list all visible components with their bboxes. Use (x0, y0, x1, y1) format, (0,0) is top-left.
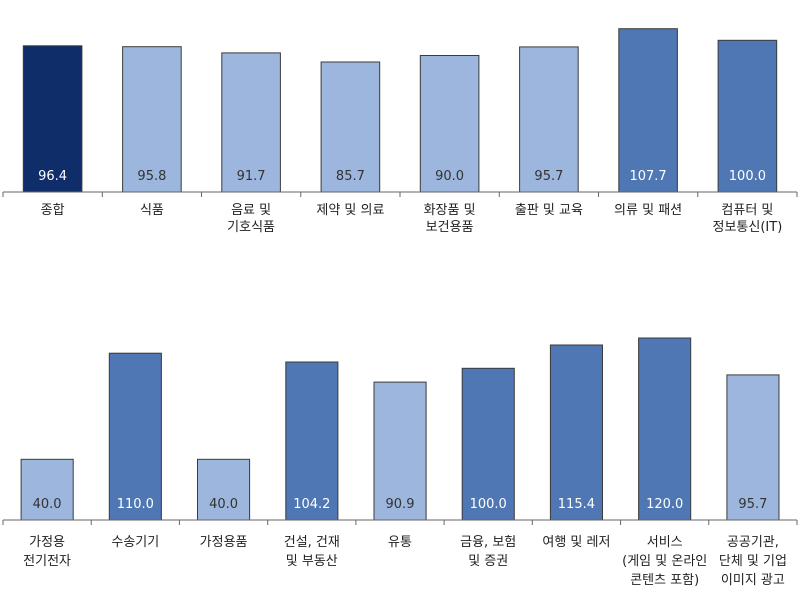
bar-0-2 (221, 52, 281, 193)
bar-1-5 (461, 367, 515, 521)
category-label-0-2-line0: 음료 및 (231, 203, 271, 218)
value-label-1-7: 120.0 (646, 497, 683, 512)
bar-1-3 (285, 361, 339, 521)
category-label-1-8-line0: 공공기관, (727, 535, 779, 550)
category-label-1-4: 유통 (388, 535, 412, 550)
category-label-0-1: 식품 (140, 203, 164, 218)
category-label-1-5-line1: 및 증권 (468, 554, 508, 569)
bar-0-6 (618, 28, 678, 193)
value-label-0-3: 85.7 (336, 169, 365, 184)
category-label-1-0-line1: 전기전자 (23, 554, 71, 569)
category-label-0-7-line0: 컴퓨터 및 (721, 203, 773, 218)
value-label-1-6: 115.4 (558, 497, 595, 512)
value-label-1-5: 100.0 (470, 497, 507, 512)
category-label-1-3-line0: 건설, 건재 (284, 535, 340, 550)
value-label-1-1: 110.0 (117, 497, 154, 512)
category-label-1-6: 여행 및 레저 (542, 534, 610, 550)
category-label-1-7-line2: 콘텐츠 포함) (630, 573, 699, 588)
bar-1-2 (197, 458, 251, 521)
bar-1-4 (373, 381, 427, 521)
value-label-0-6: 107.7 (629, 169, 666, 184)
category-label-0-4-line0: 화장품 및 (424, 203, 476, 218)
category-label-1-1: 수송기기 (111, 535, 159, 550)
value-label-0-7: 100.0 (729, 169, 766, 184)
category-label-0-2-line1: 기호식품 (227, 220, 275, 235)
category-label-1-0-line0: 가정용 (29, 535, 65, 550)
value-label-1-2: 40.0 (209, 497, 238, 512)
bar-0-1 (122, 46, 182, 193)
value-label-0-5: 95.7 (534, 169, 563, 184)
category-label-1-7-line1: (게임 및 온라인 (622, 554, 707, 569)
value-label-0-1: 95.8 (137, 169, 166, 184)
bar-1-6 (549, 344, 604, 521)
category-label-0-6: 의류 및 패션 (614, 203, 682, 218)
value-label-1-4: 90.9 (386, 497, 415, 512)
category-label-0-7-line1: 정보통신(IT) (713, 220, 783, 235)
category-label-0-3: 제약 및 의료 (316, 203, 384, 218)
bar-0-3 (320, 61, 381, 193)
category-label-1-3-line1: 및 부동산 (286, 554, 338, 569)
category-label-1-5-line0: 금융, 보험 (460, 535, 516, 550)
category-label-0-0: 종합 (41, 203, 65, 218)
value-label-1-3: 104.2 (293, 497, 330, 512)
bar-1-7 (638, 337, 692, 521)
bar-0-0 (22, 45, 83, 193)
bar-1-0 (20, 458, 74, 521)
bar-0-7 (717, 39, 778, 193)
category-label-0-5: 출판 및 교육 (515, 203, 583, 218)
value-label-0-0: 96.4 (38, 169, 67, 184)
category-label-1-2: 가정용품 (200, 535, 248, 550)
value-label-0-4: 90.0 (435, 169, 464, 184)
bar-1-1 (108, 352, 162, 521)
value-label-1-8: 95.7 (738, 497, 767, 512)
bar-0-5 (519, 46, 579, 193)
value-label-1-0: 40.0 (33, 497, 62, 512)
bar-1-8 (726, 374, 780, 521)
category-label-1-8-line1: 단체 및 기업 (719, 554, 787, 569)
category-label-1-8-line2: 이미지 광고 (721, 573, 785, 588)
category-label-1-7-line0: 서비스 (647, 535, 683, 550)
category-label-0-4-line1: 보건용품 (426, 220, 474, 235)
bar-0-4 (419, 55, 480, 193)
value-label-0-2: 91.7 (237, 169, 266, 184)
